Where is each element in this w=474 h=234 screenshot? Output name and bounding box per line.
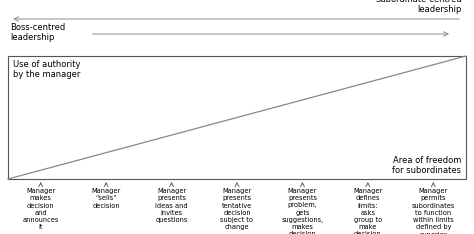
Text: Boss-centred
leadership: Boss-centred leadership bbox=[10, 23, 65, 42]
Text: Manager
presents
tentative
decision
subject to
change: Manager presents tentative decision subj… bbox=[220, 188, 254, 230]
Text: Manager
presents
ideas and
invites
questions: Manager presents ideas and invites quest… bbox=[155, 188, 188, 223]
Text: Manager
makes
decision
and
announces
it: Manager makes decision and announces it bbox=[23, 188, 59, 230]
Text: Manager
presents
problem,
gets
suggestions,
makes
decision: Manager presents problem, gets suggestio… bbox=[282, 188, 323, 234]
Text: Manager
permits
subordinates
to function
within limits
defined by
superior: Manager permits subordinates to function… bbox=[411, 188, 455, 234]
Text: Subordinate-centred
leadership: Subordinate-centred leadership bbox=[375, 0, 462, 14]
Text: Area of freedom
for subordinates: Area of freedom for subordinates bbox=[392, 156, 461, 175]
Bar bbox=[8, 56, 466, 179]
Text: Manager
defines
limits:
asks
group to
make
decision: Manager defines limits: asks group to ma… bbox=[353, 188, 383, 234]
Text: Use of authority
by the manager: Use of authority by the manager bbox=[13, 60, 81, 79]
Text: Manager
“sells”
decision: Manager “sells” decision bbox=[91, 188, 121, 208]
